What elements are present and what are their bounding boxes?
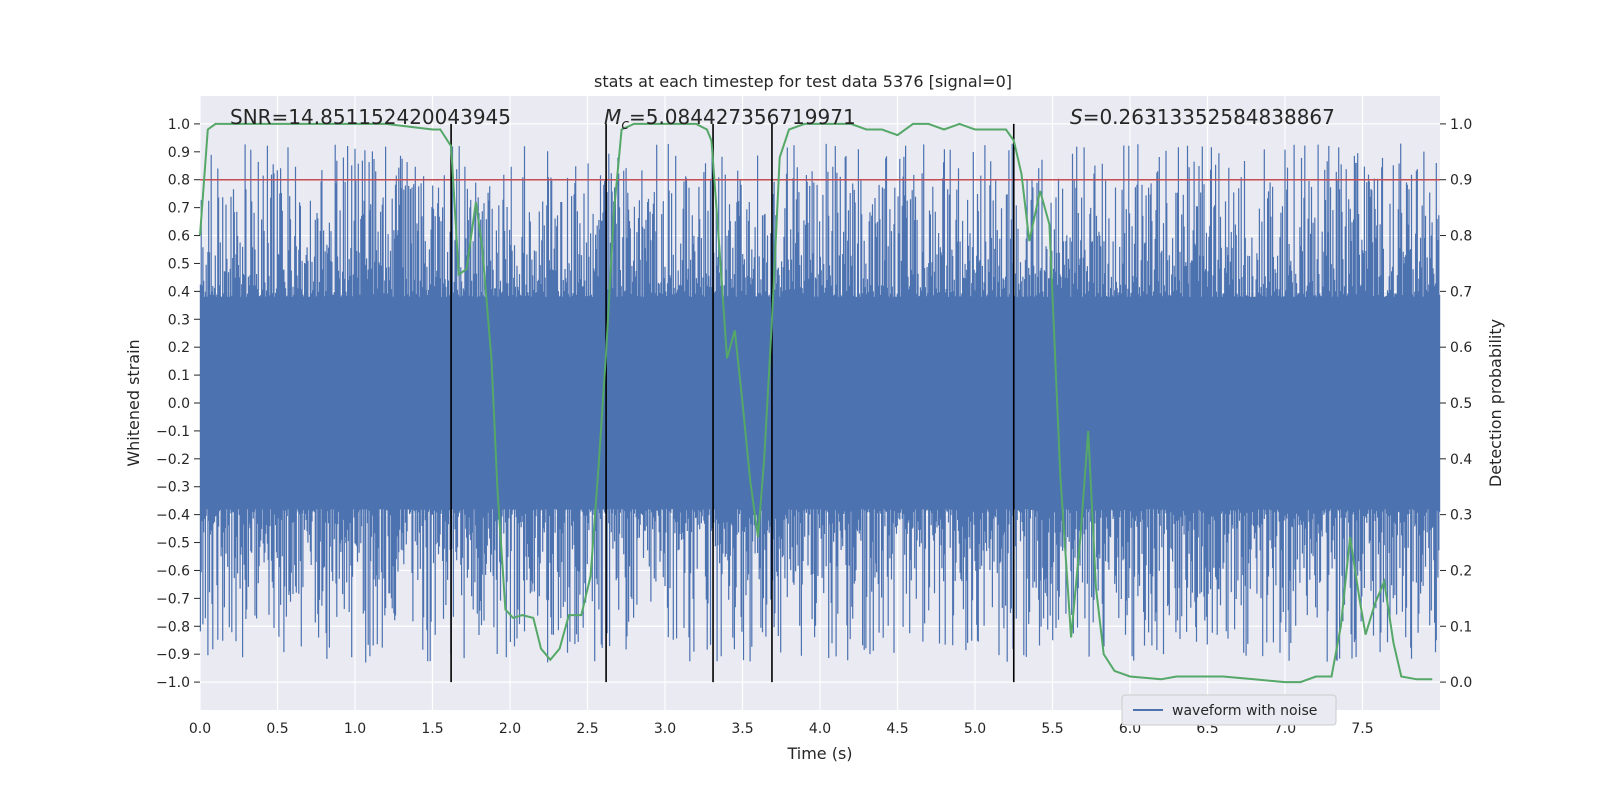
detection-probability-line xyxy=(199,122,1433,684)
y-tick-label-16: 0.6 xyxy=(168,229,190,245)
x-tick-label-9: 4.5 xyxy=(886,721,908,737)
y-right-tick-label-3: 0.3 xyxy=(1450,508,1472,524)
y-right-tick-label-10: 1.0 xyxy=(1450,117,1472,133)
waveform-series xyxy=(199,143,1441,663)
y-right-tick-label-4: 0.4 xyxy=(1450,452,1472,468)
y-tick-label-7: −0.3 xyxy=(156,480,190,496)
y-tick-label-15: 0.5 xyxy=(168,256,190,272)
chirp-mass-annotation: Mc=5.084427356719971 xyxy=(604,105,856,133)
x-tick-label-1: 0.5 xyxy=(266,721,288,737)
x-tick-label-7: 3.5 xyxy=(731,721,753,737)
y-tick-label-12: 0.2 xyxy=(168,340,190,356)
chirp-mass-value: =5.084427356719971 xyxy=(629,105,856,129)
y-right-tick-label-0: 0.0 xyxy=(1450,675,1472,691)
y-right-tick-label-6: 0.6 xyxy=(1450,340,1472,356)
y-tick-label-9: −0.1 xyxy=(156,424,190,440)
y-right-tick-label-9: 0.9 xyxy=(1450,173,1472,189)
y-tick-label-10: 0.0 xyxy=(168,396,190,412)
y-axis-ticks-right: 0.0 0.1 0.2 0.3 0.4 0.5 0.6 0.7 0.8 0.9 1.0 xyxy=(1440,117,1472,691)
y-tick-label-17: 0.7 xyxy=(168,201,190,217)
legend-box xyxy=(1121,694,1337,726)
y-tick-label-4: −0.6 xyxy=(156,563,190,579)
s-value: =0.26313352584838867 xyxy=(1083,105,1335,129)
x-tick-label-4: 2.0 xyxy=(499,721,521,737)
y-tick-label-6: −0.4 xyxy=(156,508,190,524)
y-tick-label-0: −1.0 xyxy=(156,675,190,691)
y-tick-label-13: 0.3 xyxy=(168,312,190,328)
chirp-mass-subscript: c xyxy=(621,117,629,133)
x-tick-label-2: 1.0 xyxy=(344,721,366,737)
y-tick-label-18: 0.8 xyxy=(168,173,190,189)
legend-label: waveform with noise xyxy=(1172,703,1317,719)
y-tick-label-8: −0.2 xyxy=(156,452,190,468)
y-axis-label-left: Whitened strain xyxy=(124,339,143,466)
chirp-mass-symbol: M xyxy=(604,105,621,129)
x-axis-ticks: 0.0 0.5 1.0 1.5 2.0 2.5 3.0 3.5 4.0 4.5 5.0 5.5 6.0 6… xyxy=(189,721,1374,737)
x-tick-label-5: 2.5 xyxy=(576,721,598,737)
y-right-tick-label-5: 0.5 xyxy=(1450,396,1472,412)
x-tick-label-10: 5.0 xyxy=(964,721,986,737)
snr-annotation: SNR=14.851152420043945 xyxy=(230,105,511,129)
x-axis-label: Time (s) xyxy=(786,744,852,763)
chart-title: stats at each timestep for test data 537… xyxy=(594,72,1012,91)
s-annotation: S=0.26313352584838867 xyxy=(1070,105,1335,129)
y-right-tick-label-1: 0.1 xyxy=(1450,619,1472,635)
y-tick-label-3: −0.7 xyxy=(156,591,190,607)
s-symbol: S xyxy=(1070,105,1083,129)
y-tick-label-1: −0.9 xyxy=(156,647,190,663)
y-tick-label-11: 0.1 xyxy=(168,368,190,384)
y-right-tick-label-7: 0.7 xyxy=(1450,284,1472,300)
legend: waveform with noise xyxy=(1121,694,1337,726)
y-tick-label-2: −0.8 xyxy=(156,619,190,635)
y-tick-label-20: 1.0 xyxy=(168,117,190,133)
x-tick-label-3: 1.5 xyxy=(421,721,443,737)
x-tick-label-6: 3.0 xyxy=(654,721,676,737)
vertical-markers xyxy=(450,123,1015,683)
y-axis-label-right: Detection probability xyxy=(1486,319,1505,487)
y-right-tick-label-8: 0.8 xyxy=(1450,229,1472,245)
x-tick-label-8: 4.0 xyxy=(809,721,831,737)
waveform-trace xyxy=(199,143,1441,663)
y-axis-ticks-left: −1.0 −0.9 −0.8 −0.7 −0.6 −0.5 −0.4 −0.3 −0.2 −0.1… xyxy=(156,117,200,691)
y-right-tick-label-2: 0.2 xyxy=(1450,563,1472,579)
y-tick-label-14: 0.4 xyxy=(168,284,190,300)
y-tick-label-19: 0.9 xyxy=(168,145,190,161)
y-tick-label-5: −0.5 xyxy=(156,536,190,552)
x-tick-label-0: 0.0 xyxy=(189,721,211,737)
x-tick-label-11: 5.5 xyxy=(1041,721,1063,737)
x-tick-label-15: 7.5 xyxy=(1351,721,1373,737)
